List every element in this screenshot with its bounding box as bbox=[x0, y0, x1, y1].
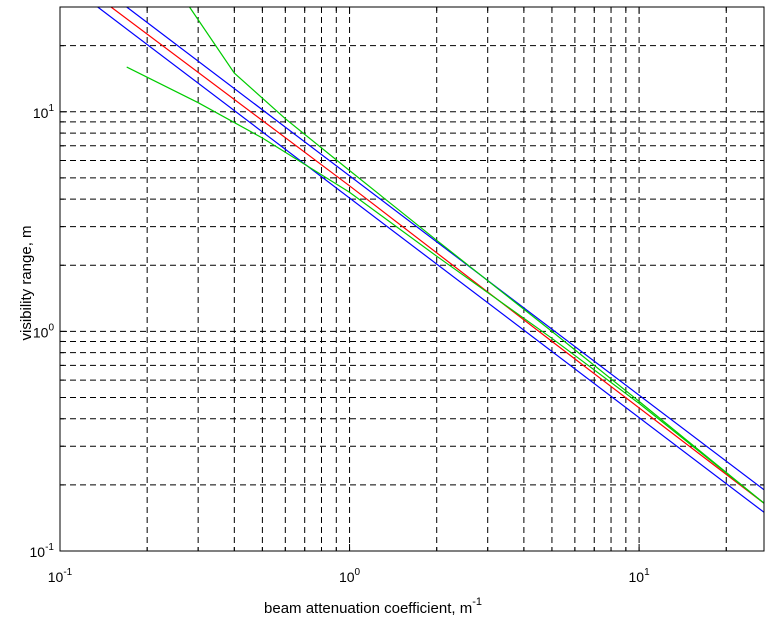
y-tick-label: 10-1 bbox=[30, 542, 55, 560]
tick-labels: 10-1 100 101 10-1 100 101 bbox=[30, 103, 651, 585]
series-line-1 bbox=[97, 6, 765, 513]
series-line-4 bbox=[189, 6, 765, 504]
series-group bbox=[97, 6, 765, 513]
series-line-3 bbox=[110, 6, 765, 504]
x-tick-label: 100 bbox=[339, 567, 361, 585]
series-line-5 bbox=[126, 66, 765, 504]
y-axis-label: visibility range, m bbox=[18, 225, 35, 340]
grid bbox=[60, 7, 764, 551]
y-tick-label: 101 bbox=[33, 103, 55, 121]
x-axis-label-text: beam attenuation coefficient, m bbox=[264, 600, 472, 617]
x-tick-label: 10-1 bbox=[48, 567, 73, 585]
x-tick-label: 101 bbox=[629, 567, 651, 585]
x-axis-label-superscript: -1 bbox=[472, 596, 482, 608]
series-line-2 bbox=[126, 6, 765, 491]
x-axis-label: beam attenuation coefficient, m-1 bbox=[264, 596, 482, 617]
y-tick-label: 100 bbox=[33, 322, 55, 340]
plot-frame bbox=[59, 6, 765, 552]
tick-marks bbox=[59, 6, 764, 552]
